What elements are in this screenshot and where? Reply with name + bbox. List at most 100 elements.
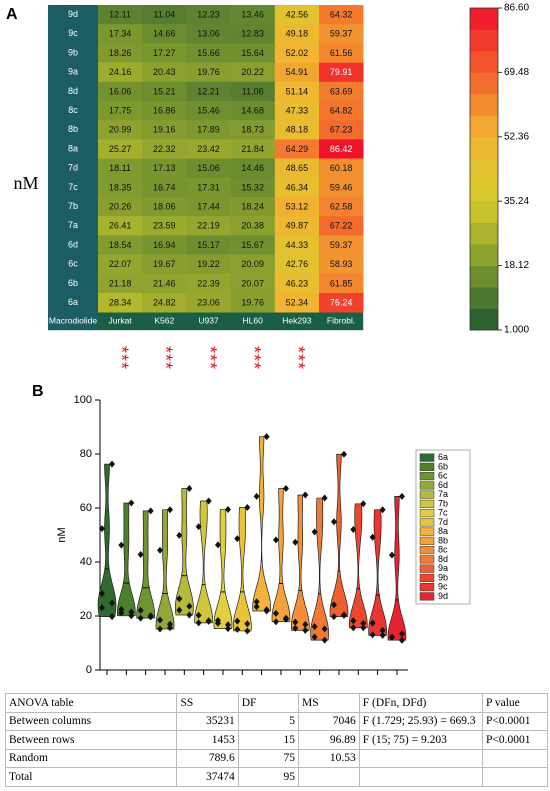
significance-mark: *** (111, 346, 131, 370)
legend-label: 8d (438, 554, 448, 564)
heatmap-cell (274, 24, 320, 44)
legend-label: 9b (438, 572, 448, 582)
cell-label: 19.22 (197, 259, 220, 269)
cell-label: 14.68 (241, 105, 264, 115)
heatmap-cell (230, 273, 276, 294)
heatmap-cell (230, 62, 276, 83)
cell-label: 19.76 (197, 67, 220, 77)
data-point (330, 601, 337, 609)
heatmap-cell (230, 216, 276, 236)
data-point (388, 551, 395, 559)
cell-label: 48.18 (286, 125, 309, 135)
cell-label: 17.34 (109, 29, 132, 39)
heatmap-cell (186, 293, 231, 313)
heatmap-cell (142, 158, 187, 179)
heatmap-cell (230, 139, 276, 159)
heatmap-cell (98, 158, 143, 179)
row-label: 6c (68, 259, 78, 269)
row-label: 6a (68, 297, 78, 307)
heatmap-cell (230, 177, 276, 198)
heatmap-cell (98, 235, 143, 255)
data-point (311, 528, 318, 536)
table-cell: P value (482, 693, 548, 713)
row-label: 8d (68, 86, 78, 96)
cell-label: 20.43 (153, 67, 176, 77)
heatmap-cell (98, 43, 143, 63)
colorbar-tick-label: 86.60 (504, 3, 529, 14)
heatmap-cell (319, 197, 364, 217)
cell-label: 49.18 (286, 29, 309, 39)
heatmap-cell (274, 139, 320, 159)
heatmap-cell (186, 120, 231, 140)
data-point (166, 506, 173, 514)
heatmap-cell (142, 101, 187, 121)
table-cell: 5 (237, 711, 300, 731)
heatmap-cell (230, 120, 276, 140)
legend-swatch (419, 499, 435, 508)
table-cell: 789.6 (176, 748, 239, 768)
cell-label: 15.46 (197, 105, 220, 115)
data-point (176, 595, 183, 603)
cell-label: 22.32 (153, 144, 176, 154)
table-cell: 95 (237, 767, 300, 787)
data-point (128, 612, 135, 620)
panel-label: A (6, 6, 18, 23)
colorbar-band (470, 179, 498, 202)
legend-swatch (419, 555, 435, 564)
data-point (360, 624, 367, 632)
data-point (272, 618, 279, 626)
legend-label: 9d (438, 591, 448, 601)
cell-label: 15.66 (197, 48, 220, 58)
table-cell: F (DFn, DFd) (358, 693, 484, 713)
violin (213, 509, 233, 629)
row-label: 7a (68, 220, 78, 230)
heatmap-cell (98, 5, 143, 25)
colorbar-band (470, 8, 498, 30)
data-point (398, 492, 405, 500)
heatmap-cell (98, 120, 143, 140)
cell-label: 19.16 (153, 125, 176, 135)
cell-label: 23.59 (153, 221, 176, 231)
data-point (244, 620, 251, 628)
heatmap-cell (142, 254, 187, 275)
data-point (118, 541, 125, 549)
table-cell: F (15; 75) = 9.203 (358, 730, 484, 750)
heatmap-cell (186, 24, 231, 44)
cell-label: 44.33 (286, 240, 309, 250)
legend-swatch (419, 564, 435, 573)
cell-label: 20.09 (241, 259, 264, 269)
heatmap-cell (230, 158, 276, 179)
violin (252, 436, 271, 612)
heatmap-cell (319, 293, 364, 313)
violin (368, 509, 387, 636)
heatmap-cell (186, 81, 231, 102)
cell-label: 19.67 (153, 259, 176, 269)
cell-label: 11.04 (153, 9, 175, 19)
heatmap-cell (186, 101, 231, 121)
data-point (292, 618, 299, 626)
heatmap-cell (230, 235, 276, 255)
cell-label: 42.76 (286, 259, 309, 269)
row-label: 6b (68, 278, 78, 288)
cell-label: 11.06 (242, 86, 264, 96)
legend-label: 7a (438, 489, 448, 499)
data-point (224, 621, 231, 629)
cell-label: 22.07 (109, 259, 132, 269)
cell-label: 21.18 (109, 278, 132, 288)
data-point (292, 624, 299, 632)
table-cell (358, 767, 484, 787)
cell-label: 15.06 (197, 163, 220, 173)
data-point (272, 536, 279, 544)
data-point (147, 612, 154, 620)
legend-label: 9c (438, 582, 448, 592)
heatmap-cell (274, 293, 320, 313)
y-tick-label: 0 (86, 664, 92, 676)
anova-table: ANOVA table SS DF MS F (DFn, DFd) P value Betw… (4, 693, 548, 787)
data-point (99, 604, 105, 612)
heatmap-cell (319, 81, 364, 102)
colorbar-tick-label: 35.24 (504, 196, 529, 207)
table-cell: ANOVA table (4, 693, 178, 713)
data-point (253, 492, 260, 500)
heatmap-cell (142, 43, 187, 63)
cell-label: 59.37 (330, 240, 353, 250)
